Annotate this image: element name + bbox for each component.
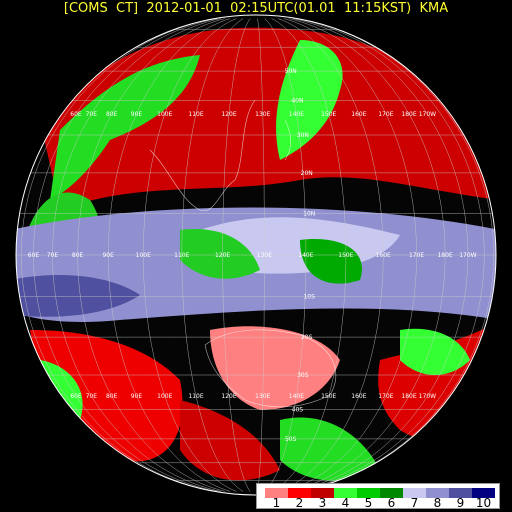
lon-label-s-120e: 120E [221,393,236,400]
lon-label-eq-80e: 80E [72,252,84,259]
legend-label-5: 5 [364,496,373,510]
lon-label-s-90e: 90E [131,393,143,400]
cloud-type-legend: 1 2 3 4 5 6 7 8 9 10 [256,483,500,510]
lon-label-eq-170e: 170E [409,252,424,259]
lon-label-eq-90e: 90E [102,252,114,259]
lon-label-eq-150e: 150E [338,252,353,259]
longitude-labels-south: 60E 70E 80E 90E 100E 110E 120E 130E 140E 150E 160E… [70,393,436,400]
lat-label-50s: 50S [285,436,297,443]
lon-label-eq-110e: 110E [174,252,189,259]
cloud-region-south-red-west [30,330,183,462]
lon-label-n-170w: 170W [419,111,436,118]
cloud-region-north-green-2 [276,40,343,160]
coastline-japan [284,119,292,161]
lon-label-s-110e: 110E [188,393,203,400]
lon-label-eq-160e: 160E [376,252,391,259]
legend-swatch-8 [426,488,449,498]
lon-label-eq-180e: 180E [437,252,452,259]
lon-label-s-170e: 170E [378,393,393,400]
legend-label-1: 1 [272,496,281,510]
lon-label-s-180e: 180E [401,393,416,400]
lon-label-s-60e: 60E [70,393,82,400]
lon-label-eq-130e: 130E [257,252,272,259]
legend-swatch-6 [380,488,403,498]
lat-label-30s: 30S [297,372,309,379]
lon-label-n-120e: 120E [221,111,236,118]
legend-swatch-3 [311,488,334,498]
legend-label-3: 3 [318,496,327,510]
lon-label-s-130e: 130E [255,393,270,400]
coastlines [149,99,337,408]
image-title: [COMS CT] 2012-01-01 02:15UTC(01.01 11:1… [63,1,449,16]
lat-label-20s: 20S [301,334,313,341]
cloud-region-tropics-green [180,229,260,279]
lon-label-eq-170w: 170W [459,252,476,259]
legend-label-8: 8 [433,496,442,510]
legend-label-7: 7 [410,496,419,510]
longitude-labels-north: 60E 70E 80E 90E 100E 110E 120E 130E 140E 150E 160E… [70,111,436,118]
cloud-type-fields [16,27,496,481]
lon-label-eq-70e: 70E [47,252,59,259]
coastline-asia [149,99,256,211]
lon-label-s-140e: 140E [289,393,304,400]
lon-label-n-170e: 170E [378,111,393,118]
lon-label-n-160e: 160E [351,111,366,118]
lon-label-n-80e: 80E [106,111,118,118]
lon-label-s-160e: 160E [351,393,366,400]
lon-label-n-100e: 100E [157,111,172,118]
lat-label-40n: 40N [291,98,303,105]
lon-label-n-180e: 180E [401,111,416,118]
lon-label-n-90e: 90E [131,111,143,118]
longitude-labels-equator: 60E 70E 80E 90E 100E 110E 120E 130E 140E 150E 160E… [28,252,477,259]
lon-label-s-70e: 70E [86,393,98,400]
lon-label-n-140e: 140E [289,111,304,118]
legend-label-6: 6 [387,496,396,510]
cloud-region-australia [210,326,340,410]
legend-swatch-4 [334,488,357,498]
legend-label-2: 2 [295,496,304,510]
cloud-region-south-green-east [400,328,470,375]
legend-swatch-10 [472,488,495,498]
lon-label-n-110e: 110E [188,111,203,118]
lon-label-n-60e: 60E [70,111,82,118]
lat-label-40s: 40S [292,406,304,413]
lat-label-20n: 20N [301,170,313,177]
lon-label-eq-140e: 140E [298,252,313,259]
lon-label-s-100e: 100E [157,393,172,400]
lon-label-n-150e: 150E [321,111,336,118]
cloud-region-north-green [50,55,200,200]
lat-label-10n: 10N [303,210,315,217]
legend-swatch-1 [265,488,288,498]
legend-swatch-2 [288,488,311,498]
lon-label-s-150e: 150E [321,393,336,400]
cloud-region-tropics-green-2 [300,239,362,284]
latitude-labels: 50N 40N 30N 20N 10N 10S 20S 30S 40S 50S [285,68,316,443]
lon-label-s-170w: 170W [419,393,436,400]
legend-label-4: 4 [341,496,350,510]
lat-label-50n: 50N [285,68,297,75]
legend-numbers: 1 2 3 4 5 6 7 8 9 10 [265,497,495,510]
legend-swatch-9 [449,488,472,498]
lon-label-n-130e: 130E [255,111,270,118]
lon-label-eq-60e: 60E [28,252,40,259]
cloud-region-south-green-mid [280,417,380,481]
lon-label-n-70e: 70E [86,111,98,118]
lat-label-30n: 30N [297,132,309,139]
lon-label-eq-120e: 120E [215,252,230,259]
legend-label-10: 10 [475,496,492,510]
cloud-region-south-red-mid [180,400,280,481]
legend-swatch-7 [403,488,426,498]
lon-label-s-80e: 80E [106,393,118,400]
lat-label-10s: 10S [303,294,315,301]
legend-label-9: 9 [456,496,465,510]
coastline-australia [204,329,337,408]
cloud-region-tropics-dark [16,275,140,317]
lat-lon-grid [16,18,496,492]
legend-swatches [265,488,495,498]
legend-swatch-5 [357,488,380,498]
lon-label-eq-100e: 100E [136,252,151,259]
